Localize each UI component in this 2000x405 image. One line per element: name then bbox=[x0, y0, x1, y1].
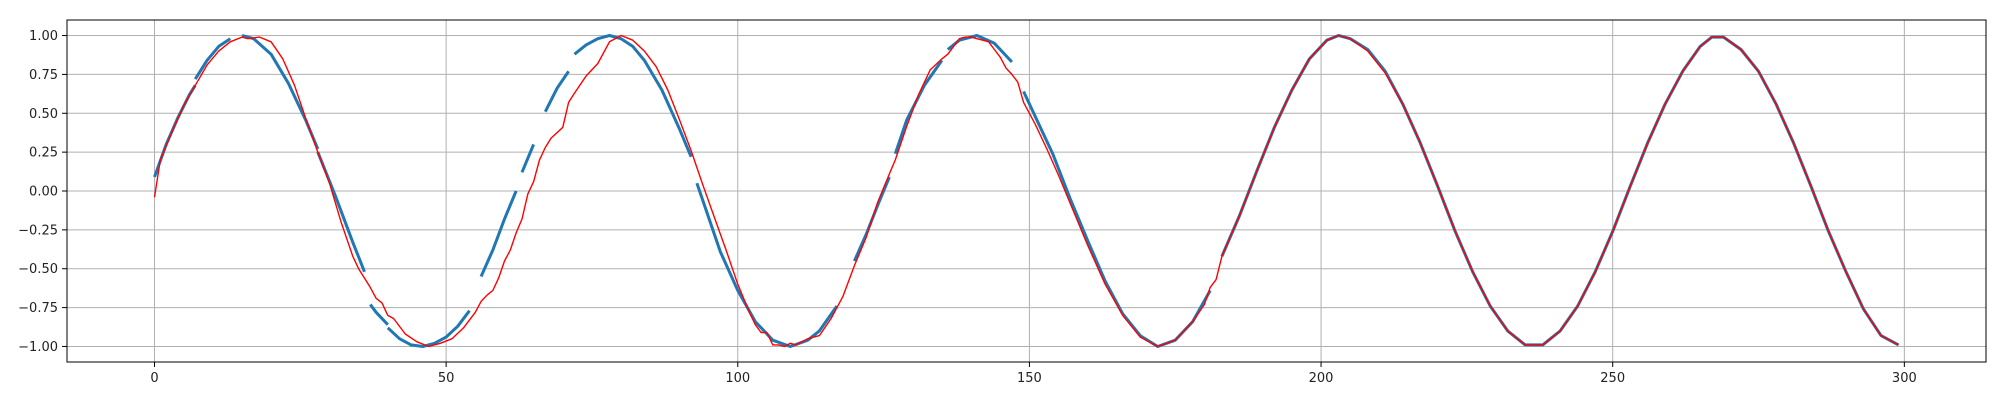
y-tick-label: −1.00 bbox=[18, 340, 58, 355]
x-tick-label: 200 bbox=[1309, 371, 1334, 386]
x-tick-label: 0 bbox=[150, 371, 158, 386]
x-tick-label: 250 bbox=[1600, 371, 1625, 386]
x-tick-label: 50 bbox=[438, 371, 455, 386]
series-line-segment bbox=[194, 37, 232, 80]
series-lines bbox=[153, 34, 1900, 348]
x-tick-label: 150 bbox=[1017, 371, 1042, 386]
series-line-segment bbox=[153, 34, 1899, 348]
y-tick-label: −0.50 bbox=[18, 262, 58, 277]
y-tick-label: −0.25 bbox=[18, 223, 58, 238]
x-axis: 0 50 100 150 200 250 300 bbox=[150, 362, 1917, 386]
series-line-segment bbox=[695, 182, 839, 348]
y-axis: 1.00 0.75 0.50 0.25 0.00 −0.25 −0.50 −0.75 −1.00 bbox=[18, 29, 67, 355]
y-tick-label: 0.75 bbox=[29, 68, 58, 83]
y-tick-label: 0.25 bbox=[29, 146, 58, 161]
series-line-segment bbox=[386, 309, 471, 348]
x-tick-label: 100 bbox=[725, 371, 750, 386]
y-tick-label: 1.00 bbox=[29, 29, 58, 44]
series-line-segment bbox=[520, 143, 535, 173]
series-line-segment bbox=[573, 34, 693, 158]
series-line-segment bbox=[369, 303, 389, 326]
y-tick-label: −0.75 bbox=[18, 301, 58, 316]
series-2 bbox=[153, 34, 1899, 348]
series-line-segment bbox=[543, 70, 570, 113]
series-line-segment bbox=[479, 190, 518, 278]
y-tick-label: 0.00 bbox=[29, 185, 58, 200]
x-tick-label: 300 bbox=[1892, 371, 1917, 386]
grid-lines bbox=[67, 20, 1986, 362]
y-tick-label: 0.50 bbox=[29, 107, 58, 122]
